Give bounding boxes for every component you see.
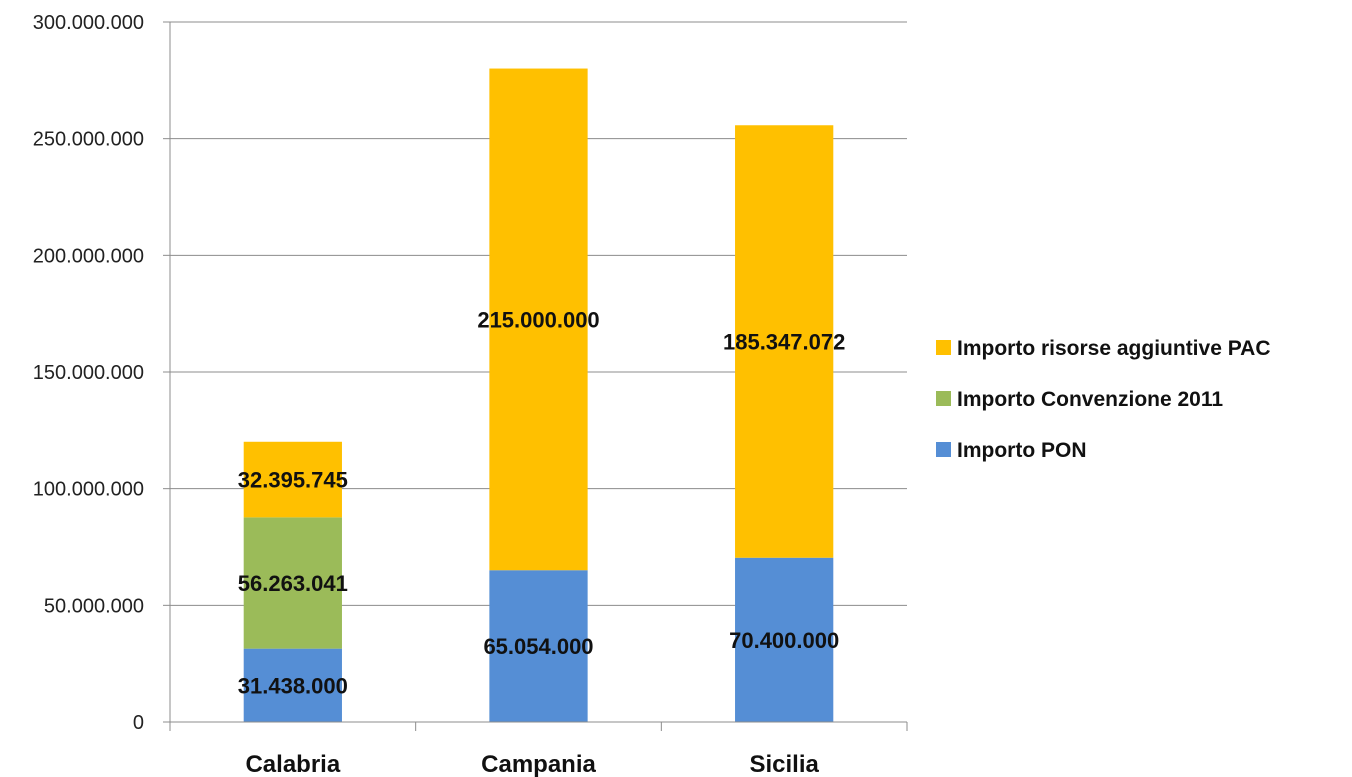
bar-sicilia-importo-risorse-aggiuntive-pac [735, 125, 834, 558]
legend-swatch-importo-convenzione-2011 [936, 391, 951, 406]
x-category-label: Campania [481, 751, 596, 777]
y-tick-label: 300.000.000 [33, 12, 144, 34]
bar-campania-importo-risorse-aggiuntive-pac [489, 68, 588, 571]
data-labels: 31.438.000 56.263.041 32.395.745 65.054.000… [238, 307, 846, 698]
y-tick-label: 150.000.000 [33, 362, 144, 384]
legend-label-importo-risorse-aggiuntive-pac: Importo risorse aggiuntive PAC [957, 337, 1271, 360]
bar-calabria-importo-risorse-aggiuntive-pac [243, 441, 342, 518]
data-label: 31.438.000 [238, 673, 348, 698]
y-tick-label: 100.000.000 [33, 479, 144, 501]
data-label: 65.054.000 [483, 634, 593, 659]
y-tick-label: 250.000.000 [33, 129, 144, 151]
y-tick-label: 200.000.000 [33, 245, 144, 267]
data-label: 32.395.745 [238, 468, 348, 493]
bars [243, 68, 834, 722]
bar-calabria-importo-pon [243, 648, 342, 722]
x-category-label: Calabria [245, 751, 340, 777]
data-label: 215.000.000 [477, 307, 599, 332]
x-category-label: Sicilia [749, 751, 819, 777]
axes [163, 21, 908, 731]
legend-swatch-importo-risorse-aggiuntive-pac [936, 340, 951, 355]
bar-sicilia-importo-pon [735, 557, 834, 722]
legend-label-importo-pon: Importo PON [957, 439, 1087, 462]
data-label: 70.400.000 [729, 628, 839, 653]
y-axis-tick-labels: 0 50.000.000 100.000.000 150.000.000 200.000… [33, 12, 144, 734]
y-tick-label: 0 [133, 712, 144, 734]
bar-calabria-importo-convenzione-2011 [243, 517, 342, 649]
y-tick-label: 50.000.000 [44, 595, 144, 617]
legend-label-importo-convenzione-2011: Importo Convenzione 2011 [957, 388, 1223, 411]
x-axis-category-labels: Calabria Campania Sicilia [245, 751, 819, 777]
bar-campania-importo-pon [489, 570, 588, 722]
legend-swatch-importo-pon [936, 442, 951, 457]
legend[interactable]: Importo risorse aggiuntive PAC Importo Co… [936, 337, 1271, 462]
data-label: 185.347.072 [723, 329, 845, 354]
data-label: 56.263.041 [238, 571, 348, 596]
